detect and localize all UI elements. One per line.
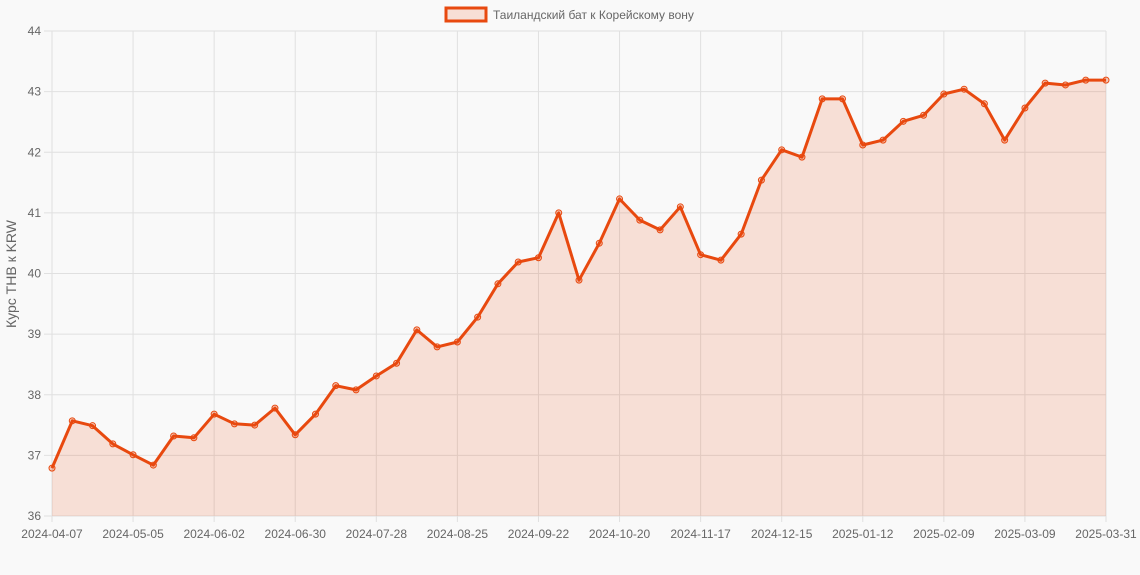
data-point[interactable] <box>1082 76 1090 84</box>
data-point[interactable] <box>920 111 928 119</box>
data-point[interactable] <box>291 431 299 439</box>
data-point[interactable] <box>859 141 867 149</box>
data-point[interactable] <box>48 464 56 472</box>
data-line <box>50 78 1106 469</box>
data-point[interactable] <box>980 100 988 108</box>
data-point[interactable] <box>1021 104 1029 112</box>
data-point[interactable] <box>839 95 846 103</box>
x-tick-label: 2024-09-22 <box>508 527 570 541</box>
data-point[interactable] <box>818 95 826 103</box>
data-point[interactable] <box>534 254 542 262</box>
y-tick-label: 44 <box>28 24 42 38</box>
data-point[interactable] <box>555 209 563 217</box>
data-point[interactable] <box>757 176 765 184</box>
y-tick-label: 42 <box>28 145 42 159</box>
x-tick-label: 2024-08-25 <box>427 527 489 541</box>
data-point[interactable] <box>616 195 624 203</box>
data-point[interactable] <box>1102 76 1110 84</box>
x-tick-label: 2024-06-30 <box>265 527 327 541</box>
data-point[interactable] <box>514 258 522 266</box>
x-tick-label: 2024-11-17 <box>670 527 731 541</box>
data-point[interactable] <box>251 421 259 429</box>
data-point[interactable] <box>190 434 198 442</box>
data-point[interactable] <box>413 326 421 334</box>
x-tick-label: 2024-07-28 <box>346 527 408 541</box>
y-tick-label: 40 <box>28 267 42 281</box>
data-point[interactable] <box>271 404 279 412</box>
x-tick-label: 2024-06-02 <box>183 527 245 541</box>
y-axis-ticks: 36 37 38 39 40 41 42 43 44 <box>28 24 42 523</box>
data-point[interactable] <box>210 410 218 418</box>
data-point[interactable] <box>636 216 644 224</box>
x-tick-label: 2024-05-05 <box>102 527 164 541</box>
x-tick-label: 2025-02-09 <box>913 527 975 541</box>
data-point[interactable] <box>778 146 786 154</box>
data-point[interactable] <box>170 432 178 440</box>
data-point[interactable] <box>798 153 806 161</box>
data-point[interactable] <box>494 280 502 288</box>
x-tick-label: 2025-01-12 <box>832 527 894 541</box>
y-tick-label: 39 <box>28 327 42 341</box>
data-point[interactable] <box>595 239 603 247</box>
y-tick-label: 41 <box>28 206 42 220</box>
data-point[interactable] <box>899 117 907 125</box>
data-point[interactable] <box>676 203 684 211</box>
x-axis-ticks: 2024-04-07 2024-05-05 2024-06-02 2024-06-30… <box>21 527 1137 541</box>
legend[interactable]: Таиландский бат к Корейскому вону <box>444 6 694 23</box>
data-point[interactable] <box>129 451 137 459</box>
data-point[interactable] <box>1001 136 1009 144</box>
y-axis-title: Курс THB к KRW <box>3 219 19 328</box>
legend-swatch <box>444 6 488 23</box>
data-point[interactable] <box>352 386 360 394</box>
data-point[interactable] <box>474 313 482 321</box>
data-point[interactable] <box>737 230 745 238</box>
data-point[interactable] <box>68 417 76 425</box>
data-point[interactable] <box>393 359 401 367</box>
data-point[interactable] <box>332 382 340 390</box>
data-point[interactable] <box>879 136 887 144</box>
y-tick-label: 37 <box>28 448 42 462</box>
data-point[interactable] <box>1041 79 1049 87</box>
data-point[interactable] <box>575 276 583 284</box>
grid-lines <box>44 30 1107 522</box>
data-point[interactable] <box>149 461 157 469</box>
data-point[interactable] <box>453 338 461 346</box>
data-point[interactable] <box>433 343 441 351</box>
data-point[interactable] <box>697 251 705 259</box>
data-point[interactable] <box>89 422 97 430</box>
data-point[interactable] <box>109 440 117 448</box>
area-fill <box>52 80 1106 516</box>
x-tick-label: 2024-10-20 <box>589 527 651 541</box>
y-tick-label: 36 <box>28 509 42 523</box>
data-point[interactable] <box>312 410 319 418</box>
data-point[interactable] <box>960 85 968 93</box>
x-tick-label: 2025-03-09 <box>994 527 1056 541</box>
data-points <box>48 76 1110 472</box>
y-tick-label: 38 <box>28 388 42 402</box>
data-point[interactable] <box>1061 81 1069 89</box>
legend-label: Таиландский бат к Корейскому вону <box>493 8 694 22</box>
x-tick-label: 2025-03-31 <box>1075 527 1137 541</box>
data-point[interactable] <box>372 372 380 380</box>
x-tick-label: 2024-04-07 <box>21 527 83 541</box>
x-tick-label: 2024-12-15 <box>751 527 813 541</box>
data-point[interactable] <box>940 90 948 98</box>
data-point[interactable] <box>717 256 725 264</box>
y-tick-label: 43 <box>28 85 42 99</box>
data-point[interactable] <box>656 226 664 234</box>
data-point[interactable] <box>230 420 238 428</box>
